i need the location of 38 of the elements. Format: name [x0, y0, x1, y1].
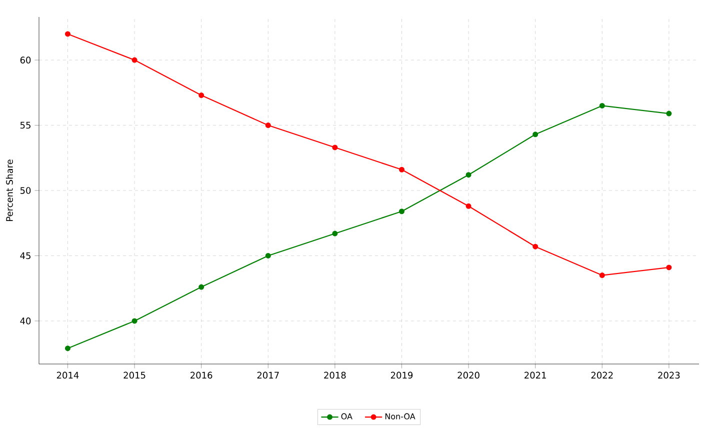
y-axis-title: Percent Share	[6, 160, 13, 221]
point	[64, 31, 70, 37]
x-tick-label: 2023	[658, 372, 680, 379]
point	[198, 92, 204, 98]
x-tick-label: 2020	[458, 372, 480, 379]
x-tick-label: 2021	[524, 372, 546, 379]
point	[132, 318, 138, 324]
point	[466, 172, 472, 178]
x-tick-label: 2015	[124, 372, 146, 379]
point	[265, 122, 271, 128]
y-tick-label: 45	[20, 252, 30, 260]
legend-label: Non-OA	[385, 413, 416, 420]
point	[532, 132, 538, 138]
y-tick-label: 60	[20, 56, 31, 64]
point	[666, 264, 672, 270]
x-tick-label: 2022	[591, 372, 613, 379]
y-tick-label: 40	[20, 318, 31, 324]
x-tick-label: 2014	[56, 372, 79, 379]
point	[599, 102, 605, 108]
x-tick-label: 2019	[390, 372, 413, 379]
x-tick-label: 2016	[190, 372, 212, 379]
y-tick-label: 50	[20, 187, 31, 194]
point	[332, 144, 338, 150]
y-tick-label: 55	[20, 122, 30, 129]
point	[666, 110, 672, 116]
point	[398, 166, 404, 172]
x-tick-label: 2018	[324, 372, 346, 379]
point	[332, 230, 338, 236]
point	[198, 284, 204, 290]
point	[265, 252, 271, 258]
point	[398, 208, 404, 214]
x-tick-label: 2017	[257, 372, 279, 379]
point	[599, 272, 605, 278]
point	[466, 203, 472, 209]
point	[64, 346, 70, 352]
point	[532, 244, 538, 250]
point	[132, 57, 138, 63]
legend-label: OA	[341, 413, 352, 420]
